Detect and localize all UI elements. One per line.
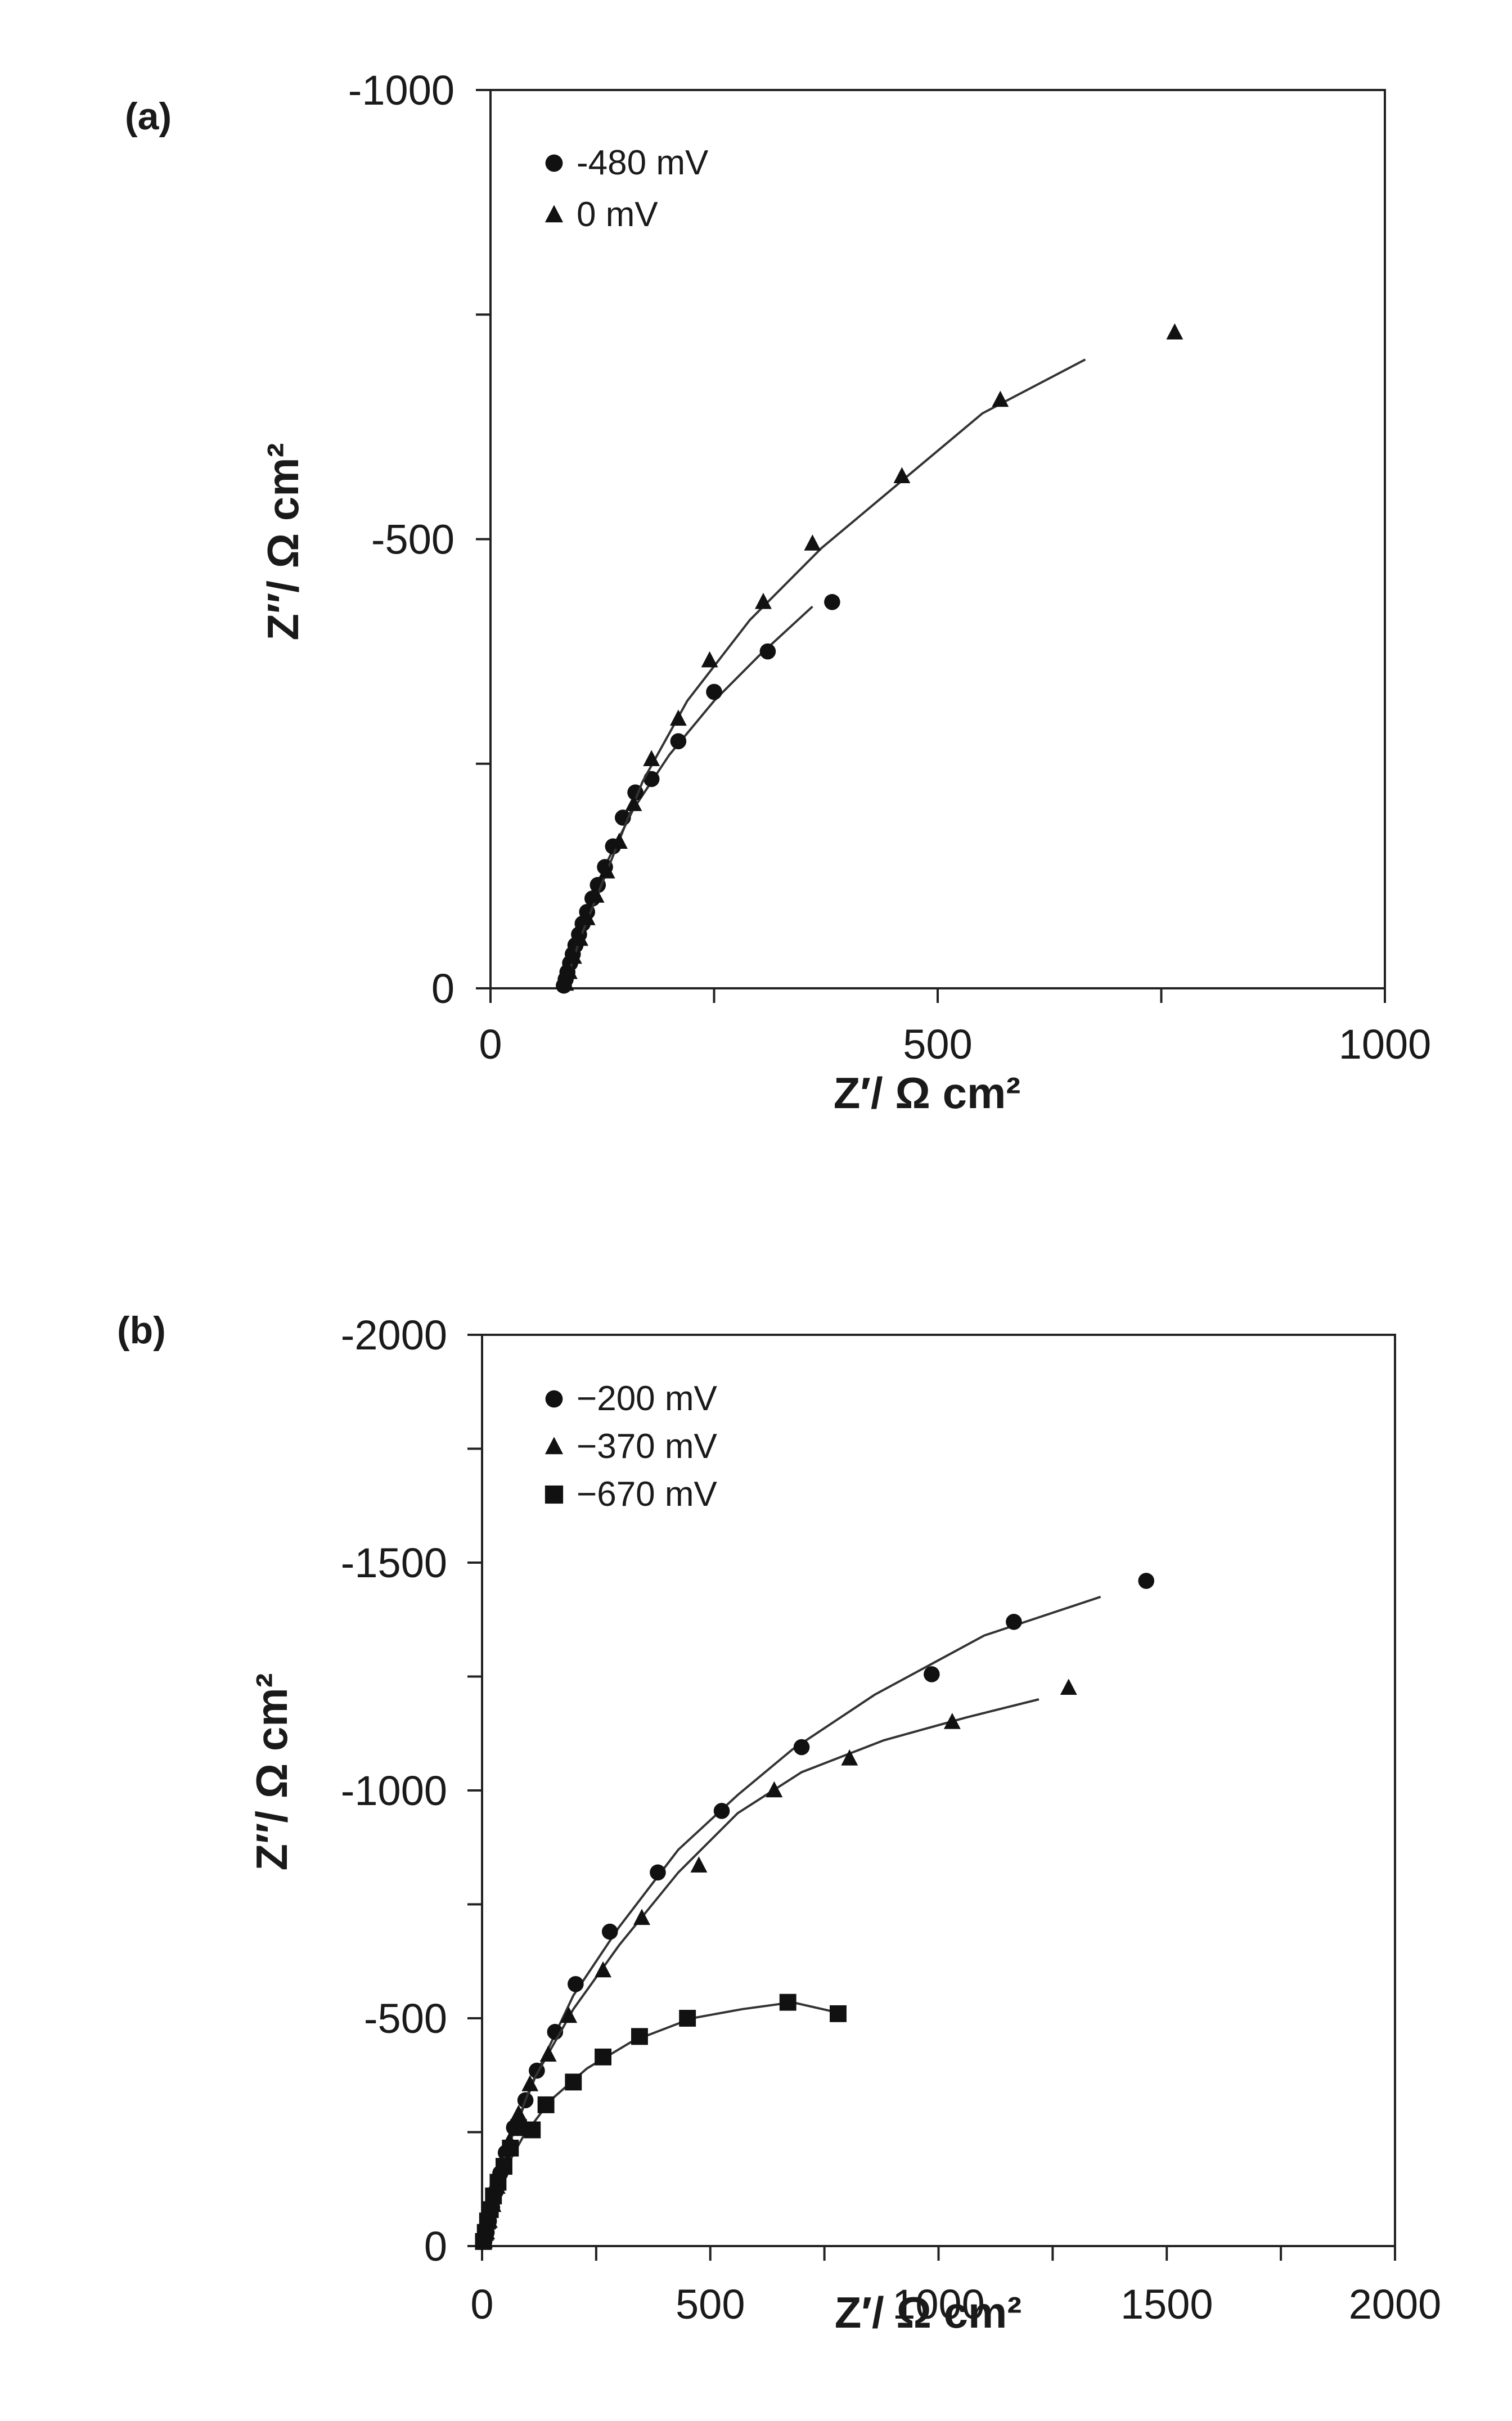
panel-b-series-1-point: [510, 2104, 527, 2121]
panel-b-series-0-point: [713, 1803, 730, 1819]
panel-b-y-axis-title: Z″/ Ω cm²: [247, 1673, 296, 1870]
panel-a-series-1-point: [557, 974, 574, 991]
panel-a-series-1-point: [893, 467, 911, 483]
panel-a-series-1-point: [560, 962, 578, 979]
panel-b-series-2-point: [524, 2121, 541, 2139]
panel-b-series-1-point: [595, 1961, 611, 1978]
panel-b-legend-marker-2: [544, 1485, 564, 1504]
panel-b-label: (b): [117, 1309, 166, 1352]
panel-a-series-0-point: [759, 643, 776, 660]
panel-b-x-tick-label: 2000: [1349, 2281, 1442, 2328]
panel-a-x-tick-label: 500: [903, 1021, 972, 1068]
panel-b-series-1-point: [690, 1856, 708, 1873]
panel-a-series-1-point: [598, 862, 615, 879]
panel-b-series-2-point: [537, 2096, 555, 2113]
chart-panel-b: (b) Z′/ Ω cm² Z″/ Ω cm² 0 500 1000 1500 2000…: [117, 1309, 1441, 2337]
panel-b-series-0-point: [601, 1923, 618, 1940]
panel-a-series-1-point: [578, 909, 596, 925]
panel-a-series-0-point: [670, 733, 687, 750]
panel-a-y-tick-label: 0: [431, 965, 454, 1012]
panel-a-series-0-point: [643, 771, 660, 788]
panel-a-x-tick-label: 0: [479, 1021, 502, 1068]
panel-b-x-tick-label: 1500: [1120, 2281, 1213, 2328]
panel-b-series-2-point: [502, 2139, 519, 2157]
panel-b-legend-marker-1: [544, 1437, 564, 1455]
panel-b-plot-frame: [481, 1334, 1396, 2247]
panel-b-y-tick-label: -500: [364, 1995, 447, 2042]
chart-panel-a: (a) Z′/ Ω cm² Z″/ Ω cm² 0 500 1000 0 -500 -10…: [125, 67, 1431, 1118]
panel-b-series-1-point: [841, 1749, 858, 1766]
panel-a-legend-label-1: 0 mV: [577, 195, 658, 234]
panel-b-x-tick-label: 1000: [892, 2281, 985, 2328]
panel-b-series-1-point: [521, 2075, 539, 2091]
panel-b-series-2-point: [595, 2048, 611, 2066]
panel-a-legend-marker-1: [544, 205, 564, 223]
panel-a-series-1-fit-line: [562, 358, 1086, 989]
panel-b-series-1-point: [766, 1781, 783, 1798]
panel-b-series-1-point: [539, 2045, 557, 2062]
panel-a-label: (a): [125, 95, 172, 138]
panel-b-series-2-point: [679, 2010, 696, 2027]
panel-a-series-1-point: [992, 390, 1009, 407]
panel-a-series-1-point: [572, 929, 588, 946]
panel-b-series-1-fit-line: [481, 1698, 1040, 2247]
panel-b-series-2-point: [489, 2174, 507, 2191]
panel-b-series-2-point: [779, 1994, 796, 2011]
panel-b-series-1-point: [560, 2006, 578, 2023]
panel-a-y-tick-label: -1000: [348, 67, 454, 114]
panel-a-series-1-point: [669, 709, 687, 726]
panel-a-series-1-point: [804, 534, 821, 551]
panel-a-legend-label-0: -480 mV: [577, 143, 709, 182]
panel-a-series-1-point: [1166, 323, 1184, 340]
panel-a-y-tick-label: -500: [371, 516, 454, 563]
panel-b-series-1-point: [633, 1909, 650, 1925]
panel-b-y-tick-label: -1000: [341, 1767, 447, 1814]
panel-b-series-2-point: [830, 2005, 847, 2022]
panel-b-legend-label-1: −370 mV: [577, 1427, 718, 1466]
panel-b-legend-label-0: −200 mV: [577, 1379, 718, 1418]
panel-a-x-axis-title: Z′/ Ω cm²: [834, 1068, 1021, 1118]
panel-b-legend-marker-0: [545, 1390, 563, 1408]
panel-b-series-2-point: [631, 2028, 648, 2045]
panel-b-y-tick-label: -2000: [341, 1312, 447, 1358]
panel-b-legend-label-2: −670 mV: [577, 1475, 718, 1514]
panel-a-series-1-point: [611, 832, 628, 849]
panel-a-series-1-point: [755, 592, 772, 609]
panel-a-series-0-point: [706, 683, 722, 700]
panel-b-x-axis-title: Z′/ Ω cm²: [835, 2288, 1022, 2337]
panel-b-series-0-fit-line: [481, 1595, 1101, 2247]
panel-a-series-1-point: [565, 947, 582, 964]
panel-b-series-2-point: [496, 2158, 512, 2175]
panel-a-series-1-point: [587, 886, 605, 903]
panel-b-series-1-point: [1060, 1678, 1077, 1695]
panel-b-series-0-point: [1006, 1614, 1022, 1630]
panel-b-y-tick-label: -1500: [341, 1540, 447, 1586]
panel-b-series-0-point: [793, 1739, 810, 1756]
panel-a-y-axis-title: Z″/ Ω cm²: [258, 443, 308, 640]
panel-b-series-0-point: [1138, 1573, 1155, 1589]
panel-a-series-1-point: [643, 750, 660, 767]
panel-a-x-tick-label: 1000: [1339, 1021, 1432, 1068]
panel-b-y-tick-label: 0: [424, 2223, 447, 2270]
panel-a-series-1-point: [701, 651, 718, 668]
panel-b-series-0-point: [568, 1976, 584, 1992]
panel-a-series-0-fit-line: [562, 605, 813, 989]
panel-a-series-1-point: [625, 795, 642, 811]
panel-b-series-0-point: [650, 1864, 666, 1881]
panel-b-x-tick-label: 0: [470, 2281, 493, 2328]
panel-b-x-tick-label: 500: [676, 2281, 745, 2328]
panel-a-series-0-point: [824, 593, 840, 610]
panel-b-series-2-point: [565, 2073, 582, 2091]
panel-a-legend-marker-0: [545, 154, 563, 172]
panel-b-series-0-point: [924, 1666, 940, 1682]
panel-b-series-1-point: [943, 1713, 961, 1729]
